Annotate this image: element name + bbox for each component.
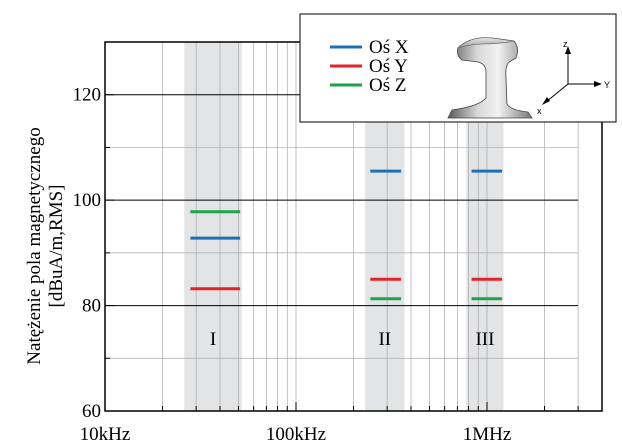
band-labels: I II III — [210, 329, 495, 350]
x-tick-label: 100kHz — [266, 424, 326, 445]
x-arrow-head — [542, 97, 550, 105]
y-arrow-head — [594, 81, 602, 87]
legend-items: Oś XOś YOś Z — [330, 37, 409, 96]
grid — [105, 42, 579, 411]
series-oś-z — [190, 210, 503, 301]
x-tick-label: 10kHz — [80, 424, 131, 445]
axis-ticks — [104, 41, 603, 412]
legend-label: Oś X — [369, 37, 409, 58]
z-arrow-head — [565, 46, 571, 54]
rail-top — [457, 37, 515, 49]
series-oś-y — [190, 277, 503, 291]
y-tick-label: 100 — [73, 190, 102, 211]
legend-box — [299, 13, 617, 123]
x-tick-label: 1MHz — [463, 424, 512, 445]
x-axis-arrow — [545, 83, 569, 103]
rail-body — [447, 37, 533, 119]
series-oś-x — [190, 169, 503, 240]
y-axis-label-line-1: Natężenie pola magnetycznego — [24, 127, 45, 364]
band-i — [184, 42, 242, 411]
z-axis-letter: z — [563, 39, 568, 49]
x-axis-letter: x — [537, 106, 542, 116]
band-label: III — [475, 329, 494, 350]
data-series — [190, 169, 503, 301]
y-tick-label: 80 — [82, 296, 101, 317]
y-tick-label: 60 — [82, 401, 101, 422]
band-label: I — [210, 329, 216, 350]
y-axis-letter: Y — [604, 80, 610, 90]
legend-label: Oś Z — [369, 75, 406, 96]
band-label: II — [378, 329, 391, 350]
coordinate-axes-icon: z Y x — [537, 39, 610, 116]
y-tick-label: 120 — [73, 85, 102, 106]
rail-profile-image — [447, 37, 533, 119]
legend-label: Oś Y — [369, 56, 408, 77]
y-axis-label: Natężenie pola magnetycznego [dBuA/m,RMS… — [24, 127, 67, 364]
tick-labels: 10kHz 100kHz 1MHz 60 80 100 120 — [73, 85, 512, 445]
legend: Oś XOś YOś Z z Y x — [299, 13, 617, 123]
y-axis-label-line-2: [dBuA/m,RMS] — [46, 185, 67, 308]
